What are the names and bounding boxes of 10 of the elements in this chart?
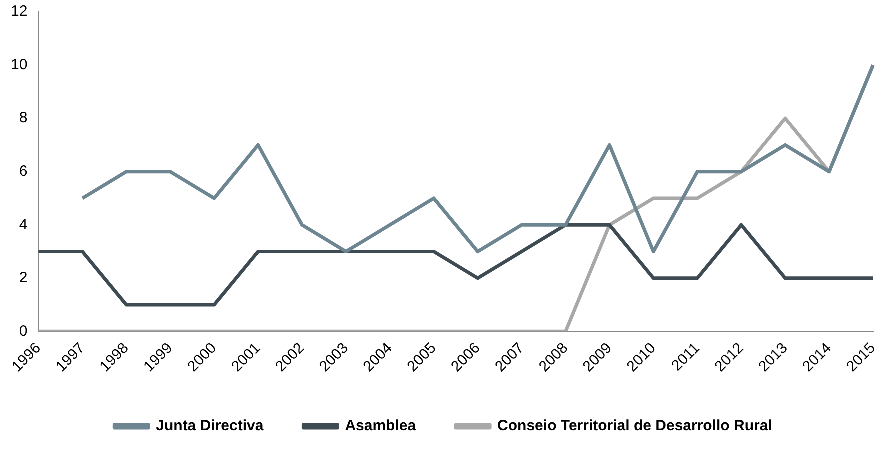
y-tick-label: 8 — [19, 110, 28, 127]
legend-label: Junta Directiva — [156, 418, 264, 435]
y-tick-label: 10 — [10, 56, 28, 74]
y-tick-label: 0 — [19, 322, 28, 340]
y-tick-label: 12 — [10, 3, 28, 20]
y-tick-label: 4 — [19, 216, 28, 234]
y-tick-label: 2 — [19, 270, 28, 287]
legend-label: Conseio Territorial de Desarrollo Rural — [498, 418, 772, 435]
y-tick-label: 6 — [19, 162, 28, 180]
legend-label: Asamblea — [345, 418, 417, 435]
